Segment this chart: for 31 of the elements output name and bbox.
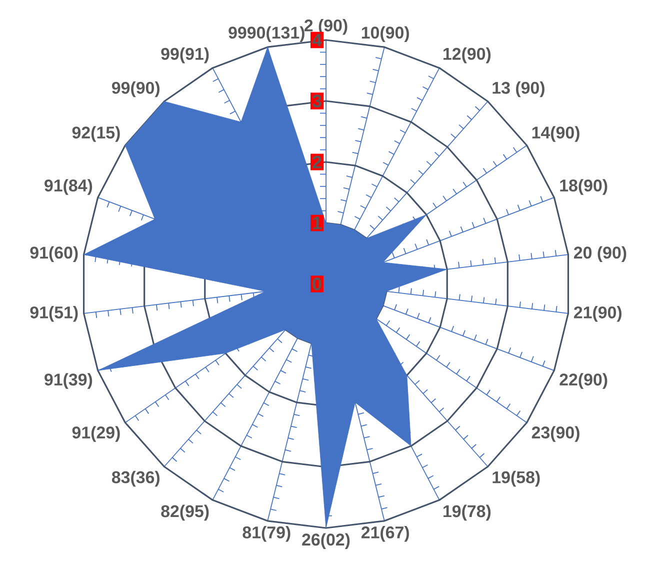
spoke-label: 21(90) xyxy=(574,306,622,322)
spoke-label: 91(84) xyxy=(44,179,92,195)
spoke-label: 9990(131) xyxy=(228,26,304,42)
spoke-label: 10(90) xyxy=(362,26,409,42)
spoke-label: 13 (90) xyxy=(492,81,544,98)
spoke-label: 20 (90) xyxy=(574,246,626,262)
y-tick-label: 2 xyxy=(312,156,322,168)
spoke-label: 22(90) xyxy=(560,373,608,389)
spoke-label: 2 (90) xyxy=(304,19,348,35)
spoke-label: 92(15) xyxy=(72,126,120,142)
y-tick-label: 3 xyxy=(312,94,322,108)
spoke-label: 83(36) xyxy=(112,470,160,487)
spoke-label: 91(39) xyxy=(44,373,92,389)
spoke-label: 91(29) xyxy=(72,426,120,442)
spoke-label: 91(51) xyxy=(30,306,78,322)
spoke-label: 91(60) xyxy=(30,246,78,262)
spoke-label: 21(67) xyxy=(361,526,409,542)
spoke-label: 19(78) xyxy=(444,504,491,521)
y-tick-label: 4 xyxy=(312,34,322,46)
spoke-label: 26(02) xyxy=(302,533,350,549)
spoke-label: 23(90) xyxy=(532,426,580,442)
spoke-label: 19(58) xyxy=(492,470,540,487)
y-tick-label: 0 xyxy=(312,278,322,290)
spoke-label: 81(79) xyxy=(242,526,290,542)
spoke-label: 12(90) xyxy=(444,47,491,64)
spoke-label: 82(95) xyxy=(161,504,209,521)
y-tick-label: 1 xyxy=(313,216,322,230)
spoke-label: 99(91) xyxy=(161,47,209,64)
spoke-label: 18(90) xyxy=(560,179,608,195)
spoke-label: 14(90) xyxy=(532,126,580,142)
spoke-label: 99(90) xyxy=(112,81,160,98)
